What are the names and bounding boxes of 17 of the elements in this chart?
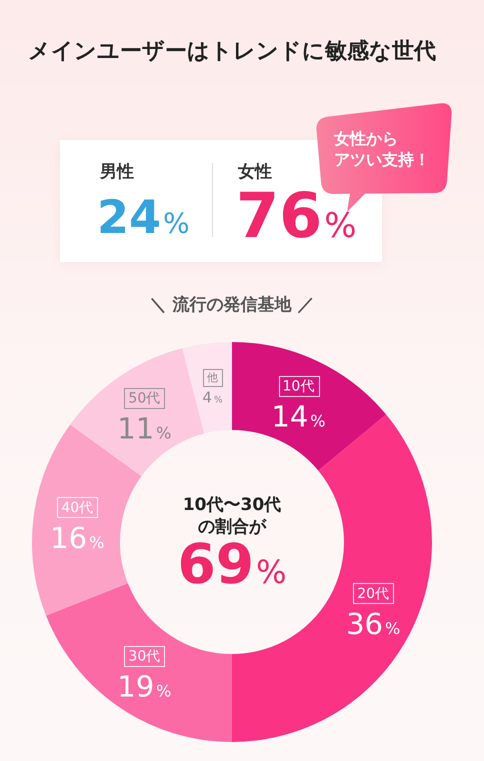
chart-title: ＼ 流行の発信基地 ／ [150, 295, 314, 315]
data-label: 11% [117, 411, 172, 446]
data-label: 36% [346, 606, 400, 641]
data-label: 16% [50, 520, 104, 555]
text: 24% [97, 190, 190, 244]
slice-label: 40代 [61, 500, 94, 516]
slice-label: 10代 [282, 378, 314, 394]
slice-label: 他 [206, 371, 218, 384]
slice-label: 50代 [128, 390, 160, 407]
data-label: 14% [271, 399, 326, 434]
data-label: 19% [117, 669, 172, 704]
text: 男性 [100, 161, 134, 183]
data-label: 4% [202, 388, 223, 407]
slice-label: 30代 [128, 648, 160, 665]
slice-label: 20代 [357, 586, 390, 602]
text: 女性からアツい支持！ [334, 128, 431, 170]
text: メインユーザーはトレンドに敏感な世代 [28, 38, 436, 66]
